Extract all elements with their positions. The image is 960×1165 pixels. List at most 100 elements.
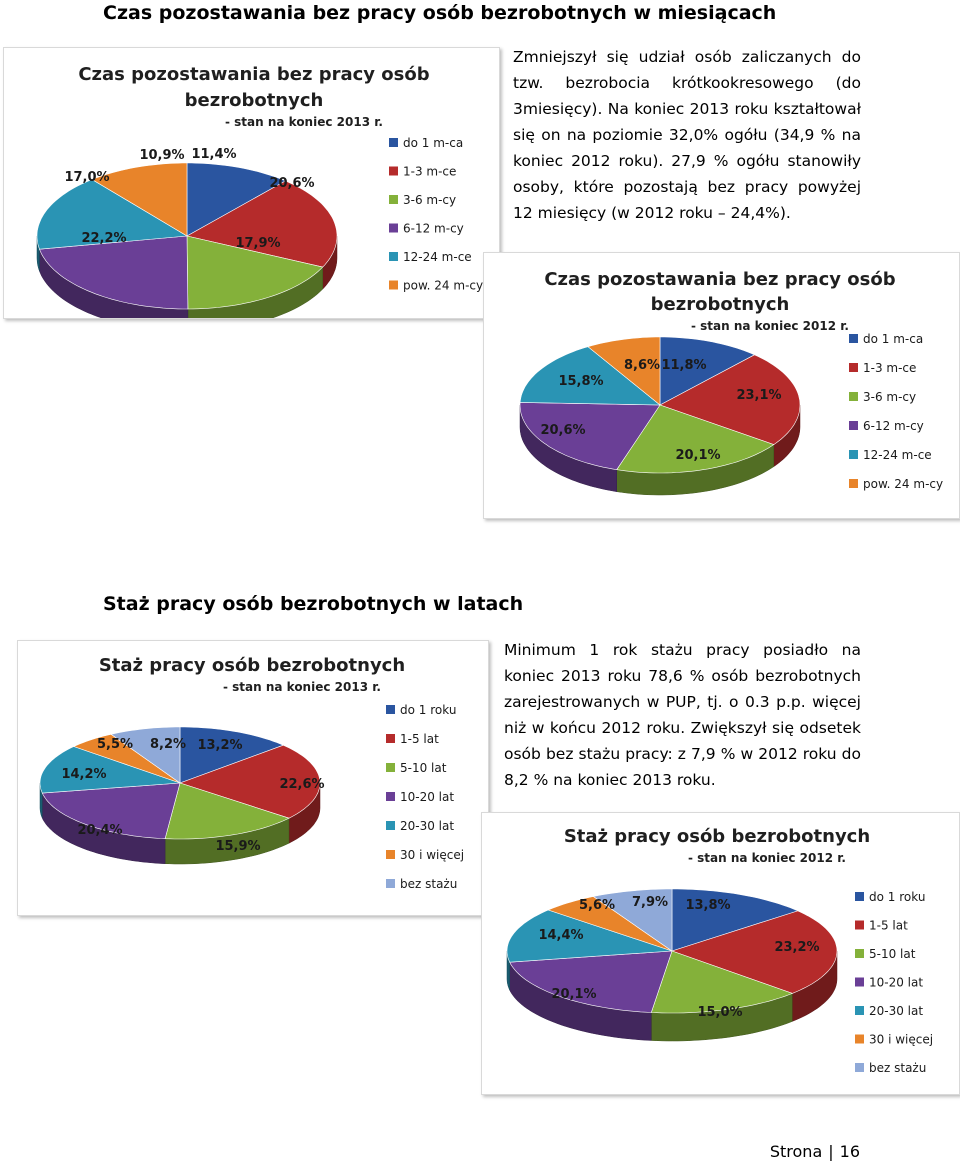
- pie-slice-1-5-lat: [179, 744, 321, 819]
- chart-title: Czas pozostawania bez pracy osób: [78, 64, 429, 85]
- legend-label: do 1 roku: [400, 703, 456, 717]
- chart-unemployment-2013: Czas pozostawania bez pracy osób bezrobot…: [3, 47, 500, 319]
- legend-swatch: [855, 892, 864, 901]
- chart-title-line2: bezrobotnych: [651, 294, 790, 315]
- pie-slice-10-20-lat: [509, 950, 673, 1013]
- legend-swatch: [386, 792, 395, 801]
- data-label-6-12-m-cy: 22,2%: [81, 231, 126, 246]
- chart-subtitle: - stan na koniec 2013 r.: [223, 680, 381, 694]
- data-label-20-30-lat: 14,4%: [538, 928, 583, 943]
- pie-slice-1-3-m-ce: [186, 180, 338, 268]
- legend-label: bez stażu: [869, 1061, 926, 1075]
- chart-unemployment-2012: Czas pozostawania bez pracy osób bezrobot…: [483, 252, 960, 519]
- legend-swatch: [849, 479, 858, 488]
- chart-experience-2012: Staż pracy osób bezrobotnych - stan na ko…: [481, 812, 960, 1095]
- data-label-1-5-lat: 22,6%: [279, 777, 324, 792]
- legend-swatch: [849, 450, 858, 459]
- data-label-12-24-m-ce: 15,8%: [558, 374, 603, 389]
- legend-label: 1-3 m-ce: [863, 361, 916, 375]
- chart-experience-2013: Staż pracy osób bezrobotnych - stan na ko…: [17, 640, 489, 916]
- pie-slice-1-5-lat: [671, 910, 838, 994]
- legend-swatch: [389, 223, 398, 233]
- data-label-10-20-lat: 20,1%: [551, 987, 596, 1002]
- legend-label: 10-20 lat: [869, 976, 923, 990]
- data-label-do-1-m-ca: 11,4%: [191, 147, 236, 162]
- footer-separator: |: [828, 1142, 834, 1161]
- pie-slice-6-12-m-cy: [519, 402, 661, 471]
- data-label-3-6-m-cy: 17,9%: [235, 236, 280, 251]
- legend-swatch: [389, 166, 398, 176]
- legend-label: 1-5 lat: [400, 732, 439, 746]
- legend-swatch: [386, 850, 395, 859]
- pie-slice-20-30-lat: [506, 909, 673, 963]
- data-label-bez-sta-u: 8,2%: [150, 737, 186, 752]
- chart-subtitle: - stan na koniec 2012 r.: [691, 319, 849, 333]
- chart-title: Staż pracy osób bezrobotnych: [99, 655, 405, 676]
- pie-slice-12-24-m-ce: [36, 179, 188, 250]
- legend-label: 5-10 lat: [869, 947, 916, 961]
- legend-label: 20-30 lat: [400, 819, 454, 833]
- data-label-5-10-lat: 15,9%: [215, 839, 260, 854]
- legend-label: 10-20 lat: [400, 790, 454, 804]
- pie-slice-1-3-m-ce: [659, 354, 801, 445]
- legend-swatch: [855, 920, 864, 930]
- legend-label: 20-30 lat: [869, 1004, 923, 1018]
- legend-swatch: [386, 821, 395, 830]
- chart-title-line2: bezrobotnych: [185, 90, 324, 111]
- pie-slice-5-10-lat: [650, 950, 794, 1014]
- data-label-30-i-wi-cej: 5,5%: [97, 737, 133, 752]
- legend-swatch: [386, 763, 395, 772]
- pie-slice-pow-24-m-cy: [587, 336, 661, 406]
- legend-label: 5-10 lat: [400, 761, 447, 775]
- legend-swatch: [849, 421, 858, 430]
- data-label-pow-24-m-cy: 8,6%: [624, 358, 660, 373]
- legend-swatch: [855, 977, 864, 987]
- chart-title: Staż pracy osób bezrobotnych: [564, 826, 870, 847]
- legend-label: do 1 m-ca: [403, 136, 463, 150]
- legend-swatch: [389, 280, 398, 290]
- pie-slice-do-1-roku: [179, 726, 285, 784]
- pie-slice-bez-sta-u: [110, 726, 181, 784]
- legend-label: 12-24 m-ce: [863, 448, 932, 462]
- legend-label: 3-6 m-cy: [403, 193, 456, 207]
- pie-slice-10-20-lat: [41, 782, 181, 840]
- pie-slice-do-1-roku: [671, 888, 799, 952]
- pie-slice-12-24-m-ce: [519, 346, 661, 406]
- chart-title: Czas pozostawania bez pracy osób: [544, 269, 895, 290]
- chart-subtitle: - stan na koniec 2012 r.: [688, 851, 846, 865]
- data-label-5-10-lat: 15,0%: [697, 1005, 742, 1020]
- data-label-1-3-m-ce: 20,6%: [269, 176, 314, 191]
- legend-label: 6-12 m-cy: [403, 222, 464, 236]
- legend-label: 30 i więcej: [869, 1033, 933, 1047]
- data-label-1-3-m-ce: 23,1%: [736, 388, 781, 403]
- data-label-10-20-lat: 20,4%: [77, 823, 122, 838]
- data-label-6-12-m-cy: 20,6%: [540, 423, 585, 438]
- data-label-20-30-lat: 14,2%: [61, 767, 106, 782]
- legend-swatch: [855, 1034, 864, 1044]
- pie-slice-pow-24-m-cy: [91, 162, 188, 237]
- legend-swatch: [386, 705, 395, 714]
- legend-swatch: [855, 1063, 864, 1072]
- pie-slice-5-10-lat: [164, 782, 290, 840]
- data-label-do-1-roku: 13,2%: [197, 738, 242, 753]
- pie-slice-6-12-m-cy: [39, 235, 189, 310]
- legend-swatch: [386, 879, 395, 888]
- legend-label: do 1 m-ca: [863, 332, 923, 346]
- pie-slice-30-i-wi-cej: [547, 896, 673, 952]
- legend-swatch: [389, 138, 398, 147]
- pie-slice-30-i-wi-cej: [72, 733, 181, 784]
- pie-slice-bez-sta-u: [592, 888, 673, 952]
- page-number: 16: [839, 1142, 860, 1161]
- paragraph-unemployment-time: Zmniejszył się udział osób zaliczanych d…: [513, 48, 861, 222]
- legend-label: 12-24 m-ce: [403, 250, 472, 264]
- chart-subtitle: - stan na koniec 2013 r.: [225, 115, 383, 129]
- legend-swatch: [849, 334, 858, 343]
- legend-label: 1-3 m-ce: [403, 165, 456, 179]
- pie-slice-do-1-m-ca: [186, 162, 287, 237]
- legend-label: pow. 24 m-cy: [403, 279, 483, 293]
- legend-swatch: [849, 392, 858, 401]
- pie-slice-3-6-m-cy: [186, 235, 324, 310]
- legend-swatch: [849, 363, 858, 372]
- legend-swatch: [386, 734, 395, 743]
- page-footer: Strona | 16: [770, 1142, 860, 1161]
